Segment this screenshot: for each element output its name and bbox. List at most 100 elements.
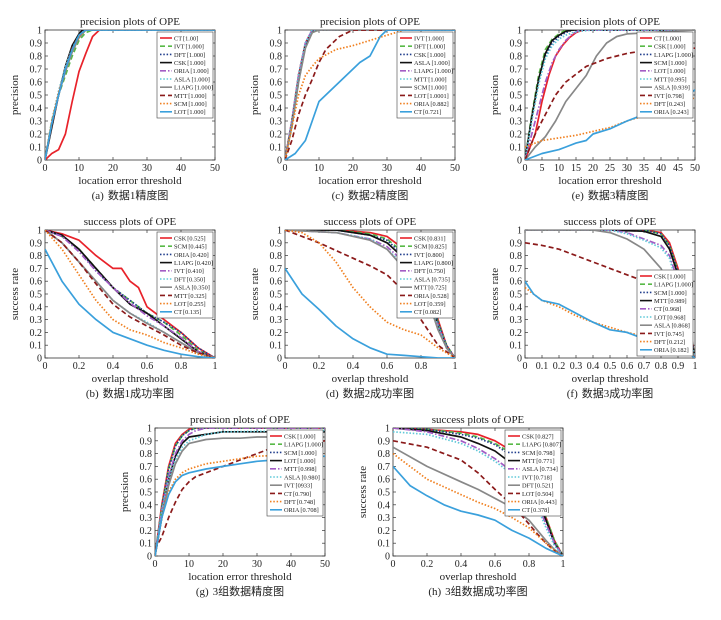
- legend-entry: IVT[0.718]: [522, 474, 552, 481]
- series-line-asla: [45, 230, 215, 358]
- legend: CT[1.000]CSK[1.000]L1APG[1.000]SCM[1.000…: [636, 31, 694, 119]
- legend-score: [1.000]: [190, 68, 208, 75]
- y-tick-label: 0.8: [510, 52, 523, 63]
- legend-name: CT: [522, 507, 530, 514]
- legend-entry: LOT[0.255]: [174, 301, 206, 308]
- x-tick-label: 0.8: [415, 361, 428, 372]
- caption-id: (b): [86, 388, 99, 400]
- x-tick-label: 30: [622, 163, 632, 174]
- legend-score: [0.718]: [534, 474, 552, 481]
- legend-score: [1.000]: [427, 52, 445, 59]
- legend: CT[1.00]IVT[1.000]DFT[1.000]CSK[1.000]OR…: [156, 31, 214, 119]
- legend-name: CSK: [174, 60, 187, 67]
- legend-score: [0.135]: [183, 309, 201, 316]
- legend-score: [0.325]: [188, 293, 206, 300]
- legend-score: [0.721]: [423, 109, 441, 116]
- legend-entry: ORIA[1.000]: [174, 68, 209, 75]
- series-line-ct: [155, 439, 325, 550]
- y-tick-label: 0.9: [378, 436, 391, 447]
- x-tick-label: 30: [142, 163, 152, 174]
- series-line-ct: [285, 30, 455, 160]
- x-tick-label: 0.8: [523, 559, 536, 570]
- y-tick-label: 0.6: [378, 475, 391, 486]
- legend-score: [0.790]: [293, 491, 311, 498]
- legend-name: L1APG: [654, 282, 674, 289]
- legend-name: IVT: [284, 483, 295, 490]
- y-axis-label: precision: [249, 74, 261, 115]
- legend-score: [0.420]: [190, 252, 208, 259]
- legend-name: CSK: [654, 273, 667, 280]
- y-tick-label: 0.4: [510, 104, 523, 115]
- legend-name: ORIA: [284, 507, 300, 514]
- legend-name: ORIA: [414, 293, 430, 300]
- x-axis-label: location error threshold: [188, 571, 292, 583]
- y-tick-label: 0.7: [30, 65, 43, 76]
- series-line-oria: [393, 452, 563, 556]
- legend-entry: CT[1.00]: [174, 35, 198, 42]
- x-tick-label: 10: [74, 163, 84, 174]
- legend-entry: CSK[1.000]: [414, 52, 446, 59]
- legend-name: CSK: [522, 433, 535, 440]
- x-tick-label: 30: [252, 559, 262, 570]
- legend-score: [0.378]: [531, 507, 549, 514]
- legend-score: [0.807]: [543, 442, 561, 449]
- legend-score: [1.000]: [195, 85, 213, 92]
- y-tick-label: 0.3: [270, 315, 283, 326]
- legend-score: [1.000]: [187, 60, 205, 67]
- series-group: [285, 30, 455, 160]
- y-tick-label: 0.1: [140, 539, 153, 550]
- x-tick-label: 0.4: [107, 361, 120, 372]
- y-axis-label: success rate: [489, 268, 501, 320]
- y-tick-label: 0.5: [140, 488, 153, 499]
- y-tick-label: 0: [277, 156, 282, 167]
- y-tick-label: 0.8: [270, 251, 283, 262]
- x-axis-label: overlap threshold: [440, 571, 517, 583]
- legend-score: [1.0001]: [427, 93, 449, 100]
- legend-score: [1.000]: [191, 76, 209, 83]
- x-tick-label: 0.2: [73, 361, 86, 372]
- x-axis-label: location error threshold: [78, 175, 182, 187]
- y-axis-label: precision: [119, 471, 131, 512]
- legend-score: [0.995]: [668, 76, 686, 83]
- caption-id: (f): [567, 388, 578, 400]
- legend-name: DFT: [654, 339, 666, 346]
- legend-score: [0.868]: [671, 323, 689, 330]
- y-tick-label: 0.5: [30, 91, 43, 102]
- legend-entry: MTT[1.000]: [414, 76, 447, 83]
- legend-entry: DFT[0.750]: [414, 268, 445, 275]
- x-tick-label: 45: [673, 163, 683, 174]
- legend-entry: CSK[1.000]: [174, 60, 206, 67]
- x-tick-label: 20: [588, 163, 598, 174]
- legend-entry: IVT[0.745]: [654, 331, 684, 338]
- legend-score: [0.255]: [187, 301, 205, 308]
- legend-name: IVT: [654, 93, 665, 100]
- legend-score: [0.734]: [539, 466, 557, 473]
- legend-name: LOT: [174, 301, 186, 308]
- legend-name: DFT: [522, 483, 534, 490]
- caption-text: 3组数据精度图: [213, 584, 285, 598]
- legend-entry: L1APG[0.420]: [174, 260, 213, 267]
- legend-score: [1.000]: [675, 282, 693, 289]
- legend-box: [266, 429, 324, 517]
- legend-score: [1.000]: [187, 52, 205, 59]
- legend-score: [1.000]: [667, 273, 685, 280]
- figure-caption: (e) 数据3精度图: [572, 188, 649, 202]
- series-line-ct: [45, 30, 215, 160]
- y-tick-label: 0.2: [510, 328, 523, 339]
- legend-score: [0.212]: [667, 339, 685, 346]
- legend-entry: SCM[0.825]: [414, 244, 447, 251]
- legend-entry: ASLA[1.000]: [174, 76, 210, 83]
- series-line-asla: [155, 429, 325, 556]
- legend: CSK[0.525]SCM[0.445]ORIA[0.420]L1APG[0.4…: [156, 231, 214, 319]
- y-tick-label: 0.8: [378, 449, 391, 460]
- legend-name: IVT: [174, 268, 185, 275]
- x-tick-label: 0: [391, 559, 396, 570]
- x-tick-label: 30: [382, 163, 392, 174]
- legend-name: ORIA: [654, 347, 670, 354]
- legend-score: [0.521]: [535, 483, 553, 490]
- y-tick-label: 0.1: [510, 143, 523, 154]
- legend-entry: ORIA[0.882]: [414, 101, 449, 108]
- legend-score: [0.082]: [423, 309, 441, 316]
- legend-score: [0.771]: [536, 458, 554, 465]
- legend-name: L1APG: [174, 85, 194, 92]
